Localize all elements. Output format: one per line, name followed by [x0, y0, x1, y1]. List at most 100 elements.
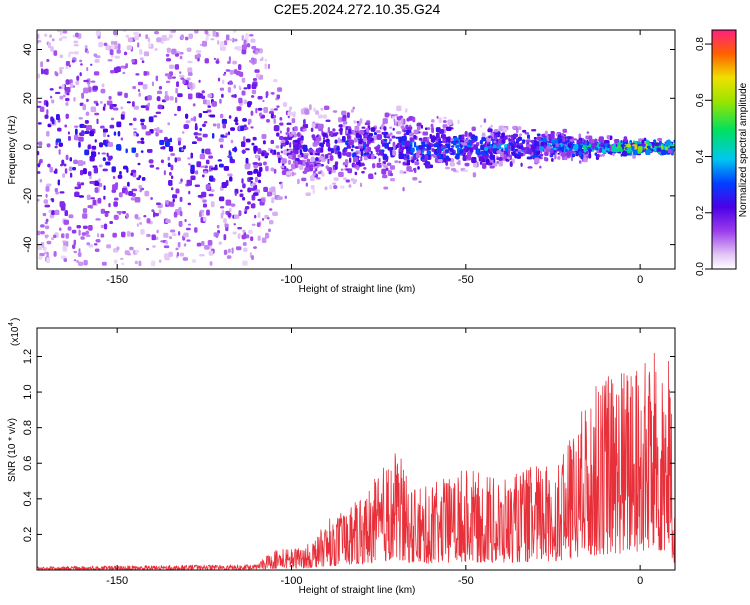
spectrogram-cell	[118, 211, 121, 215]
spectrogram-cell	[243, 247, 248, 252]
spectrogram-cell	[82, 125, 87, 128]
spectrogram-cell	[59, 54, 64, 59]
spectrogram-cell	[78, 141, 81, 148]
spectrogram-cell	[153, 115, 158, 118]
spectrogram-cell	[204, 58, 209, 64]
spectrogram-cell	[62, 249, 68, 252]
spectrogram-cell	[601, 149, 607, 153]
spectrogram-cell	[140, 150, 144, 153]
spectrogram-cell	[84, 130, 90, 134]
spectrogram-cell	[359, 130, 365, 135]
spectrogram-cell	[194, 227, 198, 233]
spectrogram-cell	[98, 41, 103, 48]
spectrogram-cell	[74, 134, 79, 141]
spectrogram-cell	[186, 239, 191, 242]
spectrogram-cell	[310, 185, 315, 190]
spectrogram-cell	[137, 162, 141, 166]
spectrogram-cell	[359, 118, 363, 124]
spectrogram-cell	[38, 141, 43, 146]
spectrogram-cell	[230, 203, 236, 207]
spectrogram-cell	[179, 252, 184, 257]
spectrogram-cell	[147, 95, 152, 101]
spectrogram-cell	[60, 255, 66, 259]
spectrogram-cell	[539, 153, 544, 157]
spectrogram-cell	[265, 152, 269, 156]
spectrogram-cell	[179, 210, 183, 217]
spectrogram-cell	[384, 138, 388, 142]
spectrogram-cell	[229, 156, 233, 161]
spectrogram-cell	[376, 162, 382, 168]
spectrogram-cell	[242, 118, 247, 122]
spectrogram-cell	[216, 225, 220, 229]
spectrogram-cell	[49, 34, 52, 38]
spectrogram-cell	[204, 30, 209, 35]
spectrogram-cell	[44, 221, 48, 225]
spectrogram-cell	[41, 68, 44, 75]
spectrogram-cell	[176, 81, 179, 87]
spectrogram-cell	[175, 188, 180, 194]
spectrogram-cell	[94, 112, 100, 116]
spectrogram-cell	[286, 127, 290, 133]
spectrogram-cell	[84, 120, 89, 124]
spectrogram-cell	[188, 93, 193, 100]
spectrogram-cell	[332, 182, 336, 185]
spectrogram-cell	[234, 46, 238, 50]
spectrogram-cell	[468, 132, 473, 137]
spectrogram-cell	[457, 119, 460, 125]
spectrogram-cell	[84, 149, 90, 156]
spectrogram-cell	[265, 165, 269, 172]
spectrogram-cell	[404, 159, 407, 163]
spectrogram-cell	[286, 122, 292, 125]
spectrogram-cell	[467, 151, 472, 157]
spectrogram-cell	[382, 153, 387, 159]
spectrogram-cell	[447, 119, 453, 125]
spectrogram-cell	[387, 162, 392, 166]
spectrogram-cell	[102, 157, 106, 162]
spectrogram-cell	[340, 185, 345, 189]
spectrogram-cell	[150, 260, 156, 267]
spectrogram-cell	[534, 157, 540, 164]
spectrogram-cell	[103, 42, 108, 46]
spectrogram-cell	[327, 158, 330, 165]
spectrogram-cell	[425, 162, 431, 169]
spectrogram-cell	[203, 170, 208, 174]
spectrogram-cell	[195, 170, 199, 175]
spectrogram-cell	[292, 131, 295, 134]
spectrogram-cell	[522, 139, 525, 144]
spectrogram-cell	[316, 177, 321, 180]
spectrogram-cell	[154, 31, 159, 35]
spectrogram-cell	[224, 223, 229, 228]
spectrogram-cell	[485, 150, 489, 156]
spectrogram-cell	[376, 152, 380, 155]
spectrogram-cell	[389, 126, 393, 129]
spectrogram-cell	[119, 171, 122, 175]
spectrogram-cell	[62, 245, 67, 250]
spectrogram-cell	[145, 131, 151, 136]
spectrogram-cell	[251, 255, 254, 260]
spectrogram-cell	[68, 52, 71, 58]
spectrogram-cell	[79, 72, 82, 77]
spectrogram-cell	[104, 211, 110, 214]
spectrogram-cell	[272, 211, 278, 216]
spectrogram-cell	[75, 80, 80, 85]
spectrogram-cell	[172, 233, 177, 236]
spectrogram-cell	[202, 199, 207, 203]
spectrogram-cell	[247, 84, 251, 90]
spectrogram-cell	[300, 108, 305, 115]
spectrogram-cell	[220, 144, 224, 149]
spectrogram-cell	[252, 136, 257, 141]
spectrogram-cell	[581, 138, 585, 143]
spectrogram-cell	[311, 134, 316, 139]
spectrogram-cell	[247, 101, 251, 108]
spectrogram-cell	[241, 35, 244, 39]
spectrogram-cell	[104, 212, 109, 217]
spectrogram-cell	[54, 209, 60, 215]
spectrogram-cell	[100, 88, 106, 94]
spectrogram-cell	[229, 38, 233, 41]
spectrogram-cell	[165, 219, 171, 223]
spectrogram-cell	[251, 142, 255, 146]
spectrogram-cell	[571, 154, 576, 158]
spectrogram-cell	[251, 89, 257, 95]
spectrogram-cell	[431, 119, 435, 123]
